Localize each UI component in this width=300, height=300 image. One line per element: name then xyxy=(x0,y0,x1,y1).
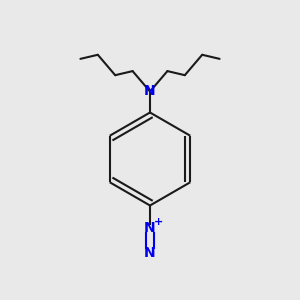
Text: +: + xyxy=(154,217,163,227)
Text: N: N xyxy=(144,221,156,235)
Text: N: N xyxy=(144,85,156,98)
Text: N: N xyxy=(144,246,156,260)
